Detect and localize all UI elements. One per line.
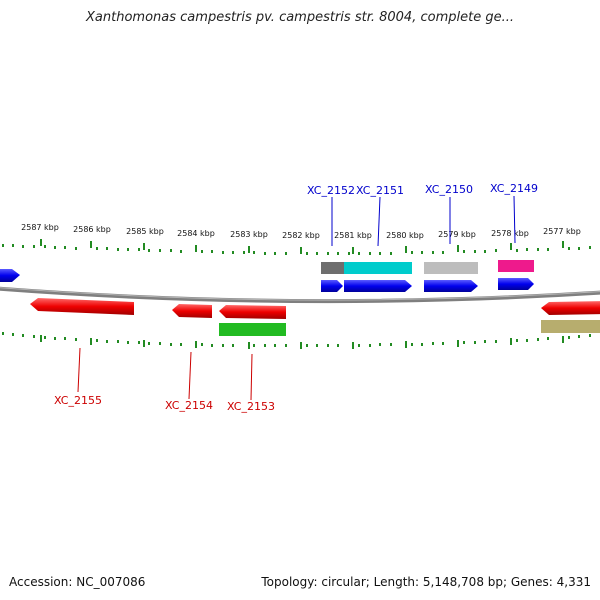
label-xc-2151[interactable]: XC_2151 bbox=[356, 184, 404, 197]
gene-xc-2152[interactable] bbox=[321, 280, 343, 292]
tick-label-2585: 2585 kbp bbox=[126, 227, 164, 236]
tick-label-2578: 2578 kbp bbox=[491, 229, 529, 238]
reverse-feature-track bbox=[30, 298, 600, 336]
gene-xc-2150[interactable] bbox=[424, 280, 478, 292]
inner-tick-track bbox=[2, 332, 591, 349]
forward-feature-track bbox=[0, 260, 534, 292]
tick-label-2587: 2587 kbp bbox=[21, 223, 59, 232]
feature-green-block[interactable] bbox=[219, 323, 286, 336]
gene-xc-2153[interactable] bbox=[219, 305, 286, 319]
gene-xc-2151[interactable] bbox=[344, 280, 412, 292]
feature-dark-gray-block[interactable] bbox=[321, 262, 344, 274]
accession-text: Accession: NC_007086 bbox=[9, 575, 146, 589]
gene-xc-2155[interactable] bbox=[30, 298, 134, 315]
tick-label-2581: 2581 kbp bbox=[334, 231, 372, 240]
tick-label-2583: 2583 kbp bbox=[230, 230, 268, 239]
tick-label-2577: 2577 kbp bbox=[543, 227, 581, 236]
tick-label-2580: 2580 kbp bbox=[386, 231, 424, 240]
feature-reverse-partial-right[interactable] bbox=[541, 301, 600, 315]
forward-gene-labels bbox=[331, 195, 516, 247]
feature-cyan-block[interactable] bbox=[344, 262, 412, 274]
tick-label-2582: 2582 kbp bbox=[282, 231, 320, 240]
reverse-gene-labels bbox=[77, 347, 253, 401]
map-title: Xanthomonas campestris pv. campestris st… bbox=[86, 10, 514, 25]
label-xc-2153[interactable]: XC_2153 bbox=[227, 400, 275, 413]
label-xc-2154[interactable]: XC_2154 bbox=[165, 399, 213, 412]
genome-summary-text: Topology: circular; Length: 5,148,708 bp… bbox=[261, 575, 591, 589]
label-xc-2149[interactable]: XC_2149 bbox=[490, 182, 538, 195]
feature-light-gray-block[interactable] bbox=[424, 262, 478, 274]
minor-ticks-outer bbox=[2, 244, 591, 255]
tick-label-2584: 2584 kbp bbox=[177, 229, 215, 238]
feature-forward-partial-left[interactable] bbox=[0, 269, 20, 282]
feature-olive-block[interactable] bbox=[541, 320, 600, 333]
tick-label-2586: 2586 kbp bbox=[73, 225, 111, 234]
label-xc-2152[interactable]: XC_2152 bbox=[307, 184, 355, 197]
tick-label-2579: 2579 kbp bbox=[438, 230, 476, 239]
gene-xc-2154[interactable] bbox=[172, 304, 212, 318]
feature-magenta-block[interactable] bbox=[498, 260, 534, 272]
label-xc-2150[interactable]: XC_2150 bbox=[425, 183, 473, 196]
gene-xc-2149[interactable] bbox=[498, 278, 534, 290]
label-xc-2155[interactable]: XC_2155 bbox=[54, 394, 102, 407]
major-ticks-outer bbox=[40, 239, 564, 254]
tick-labels: 2587 kbp 2586 kbp 2585 kbp 2584 kbp 2583… bbox=[21, 223, 581, 240]
genome-backbone bbox=[0, 286, 600, 304]
outer-tick-track: 2587 kbp 2586 kbp 2585 kbp 2584 kbp 2583… bbox=[2, 223, 591, 255]
